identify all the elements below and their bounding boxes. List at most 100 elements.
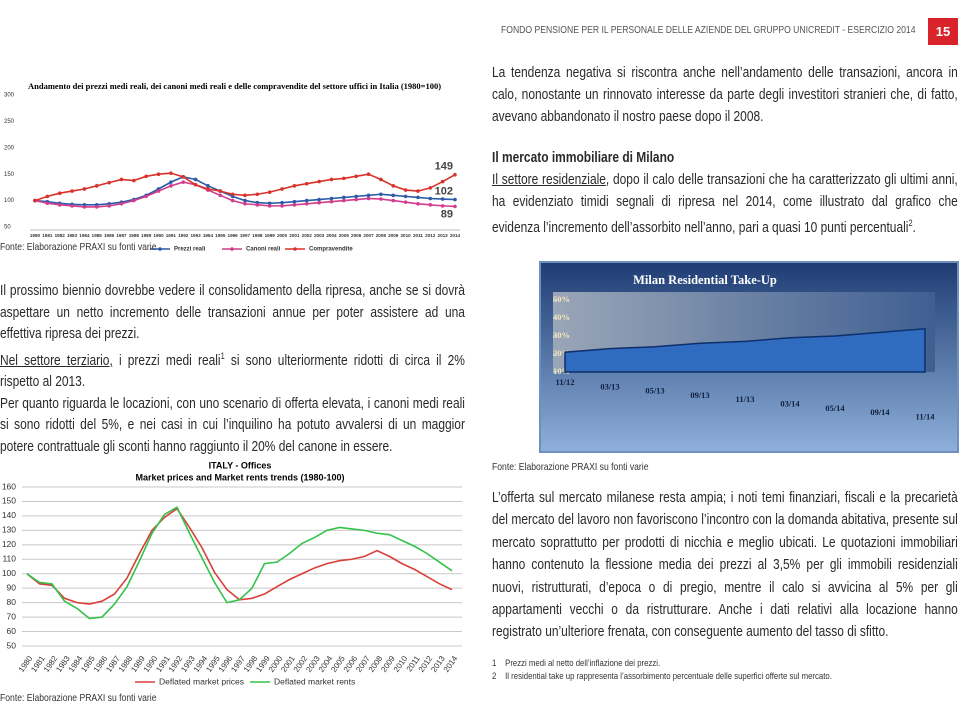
point xyxy=(440,204,445,208)
x-tick-label: 2002 xyxy=(302,233,313,238)
y-tick-label: 50% xyxy=(553,294,570,304)
x-tick-label: 03/14 xyxy=(780,398,800,408)
point xyxy=(94,184,99,188)
x-tick-label: 2005 xyxy=(339,233,350,238)
x-tick-label: 1993 xyxy=(190,233,201,238)
y-tick-label: 20% xyxy=(553,348,570,358)
y-tick-label: 10% xyxy=(553,366,570,376)
footnote-ref: 1 xyxy=(220,350,225,361)
point xyxy=(57,203,62,207)
point xyxy=(428,186,433,190)
x-tick-label: 11/12 xyxy=(556,377,575,387)
x-tick-label: 09/14 xyxy=(870,407,890,417)
y-tick-label: 140 xyxy=(2,510,16,520)
point xyxy=(132,198,136,203)
x-tick-label: 05/14 xyxy=(825,403,845,413)
point xyxy=(119,201,124,206)
point xyxy=(329,196,334,201)
x-tick-label: 09/13 xyxy=(690,390,709,400)
chart-title: Milan Residential Take-Up xyxy=(633,273,777,287)
point xyxy=(107,204,111,208)
paragraph: Nel settore terziario, i prezzi medi rea… xyxy=(0,346,465,394)
footnote: 2 Il residential take up rappresenta l’as… xyxy=(492,670,958,683)
x-tick-label: 1985 xyxy=(92,233,103,238)
y-tick-label: 130 xyxy=(2,525,16,535)
point xyxy=(255,203,260,207)
y-tick-label: 70 xyxy=(7,611,17,621)
x-tick-label: 2014 xyxy=(450,233,461,238)
x-tick-label: 2012 xyxy=(425,233,436,238)
x-tick-label: 2001 xyxy=(289,233,300,238)
x-tick-label: 1995 xyxy=(215,233,226,238)
point xyxy=(366,196,371,201)
header-title: FONDO PENSIONE PER IL PERSONALE DELLE AZ… xyxy=(500,24,915,36)
underlined-text: Nel settore terziario, xyxy=(0,352,113,369)
point xyxy=(416,195,420,200)
source: Fonte: Elaborazione PRAXI su fonti varie xyxy=(0,241,157,253)
footnote-ref: 2 xyxy=(908,218,913,228)
point xyxy=(57,191,62,196)
point xyxy=(206,187,210,191)
paragraph: Il prossimo biennio dovrebbe vedere il c… xyxy=(0,283,465,343)
y-tick-label: 80 xyxy=(7,597,17,607)
x-tick-label: 1980 xyxy=(30,233,41,238)
point xyxy=(218,193,223,198)
area xyxy=(564,327,926,373)
point xyxy=(255,192,260,197)
footnote-number: 2 xyxy=(492,671,497,682)
y-tick-label: 30% xyxy=(553,330,570,340)
x-tick-label: 1988 xyxy=(129,233,140,238)
point xyxy=(453,197,457,202)
page-number: 15 xyxy=(928,18,958,45)
legend-label: Prezzi reali xyxy=(174,247,206,253)
y-tick-label: 40% xyxy=(553,312,570,322)
point xyxy=(379,177,383,182)
point xyxy=(169,171,173,175)
point xyxy=(230,198,235,203)
point xyxy=(329,177,334,182)
x-tick-label: 2003 xyxy=(314,233,325,238)
point xyxy=(206,184,210,188)
point xyxy=(267,204,272,208)
y-tick-label: 120 xyxy=(2,539,16,549)
point xyxy=(267,201,272,206)
legend-marker xyxy=(293,247,297,251)
x-tick-label: 05/13 xyxy=(645,386,664,396)
left-text: Il prossimo biennio dovrebbe vedere il c… xyxy=(0,281,465,459)
point xyxy=(193,182,198,187)
point xyxy=(391,198,396,203)
point xyxy=(304,201,309,206)
point xyxy=(403,200,408,204)
point xyxy=(156,172,161,176)
point xyxy=(243,193,247,198)
point xyxy=(169,180,173,184)
point xyxy=(317,179,321,184)
source: Fonte: Elaborazione PRAXI su fonti varie xyxy=(0,692,157,703)
point xyxy=(144,174,148,179)
point xyxy=(354,197,358,202)
x-tick-label: 2011 xyxy=(413,233,423,238)
point xyxy=(132,178,136,183)
point xyxy=(428,203,433,207)
point xyxy=(366,172,371,176)
x-tick-label: 1983 xyxy=(67,233,78,238)
y-tick-label: 60 xyxy=(7,626,17,636)
x-tick-label: 2009 xyxy=(388,233,399,238)
point xyxy=(181,180,186,184)
x-tick-label: 2000 xyxy=(277,233,288,238)
legend-label: Deflated market prices xyxy=(159,676,244,686)
point xyxy=(379,197,383,201)
x-tick-label: 1999 xyxy=(265,233,276,238)
paragraph: L’offerta sul mercato milanese resta amp… xyxy=(492,490,958,641)
point xyxy=(317,197,321,202)
point xyxy=(354,194,358,199)
point xyxy=(280,200,284,205)
y-tick-label: 250 xyxy=(4,119,15,125)
x-tick-label: 1996 xyxy=(228,233,239,238)
point xyxy=(379,192,383,197)
chart-title: ITALY - Offices xyxy=(209,460,272,470)
x-tick-label: 2006 xyxy=(351,233,362,238)
x-tick-label: 11/14 xyxy=(916,411,936,421)
point xyxy=(292,203,297,207)
